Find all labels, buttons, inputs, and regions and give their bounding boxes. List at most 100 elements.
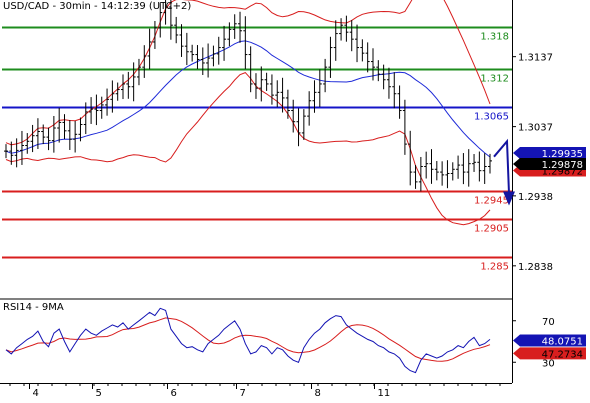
y-tick-label-2: 1.2938 <box>518 192 553 203</box>
ohlc-bar <box>434 161 439 181</box>
ohlc-bar <box>301 109 306 140</box>
moving-average-line <box>5 40 491 158</box>
ohlc-bar <box>232 14 237 39</box>
ohlc-bar <box>190 44 195 62</box>
rsi-badge-value: 48.0751 <box>542 336 583 347</box>
ohlc-bar <box>243 16 248 70</box>
level-label-3: 1.2945 <box>474 196 509 207</box>
ohlc-bar <box>46 127 51 151</box>
ohlc-bar <box>184 32 189 66</box>
ohlc-bar <box>227 22 232 47</box>
ohlc-bar <box>333 20 338 61</box>
ohlc-bar <box>62 114 67 140</box>
ohlc-bar <box>121 74 126 100</box>
ohlc-bar <box>131 62 136 102</box>
ohlc-bar <box>397 85 402 119</box>
ohlc-bar <box>392 72 397 109</box>
price-badge-last: 1.29878 <box>542 160 583 171</box>
ohlc-bar <box>381 64 386 90</box>
ohlc-bar <box>488 153 492 174</box>
ohlc-bar <box>30 124 35 153</box>
x-tick-label-0: 4 <box>33 388 39 399</box>
price-badge-last-bg <box>513 158 586 171</box>
ohlc-bar <box>147 28 152 70</box>
rsi-badge-ma: 47.2734 <box>542 349 583 360</box>
rsi-ma-line <box>5 317 491 362</box>
ohlc-bar <box>110 80 115 113</box>
y-tick-label-3: 1.2838 <box>518 262 553 273</box>
ohlc-bar <box>41 124 46 145</box>
ohlc-bar <box>312 80 317 113</box>
ohlc-bar <box>195 45 200 69</box>
ohlc-bar <box>365 42 370 73</box>
bollinger-upper-line <box>5 0 491 146</box>
level-label-0: 1.318 <box>480 32 509 43</box>
rsi-badge-value-bg <box>513 334 586 347</box>
ohlc-bar <box>200 47 205 75</box>
ohlc-bar <box>158 3 163 38</box>
ohlc-bar <box>307 91 312 126</box>
ohlc-bar <box>317 69 322 107</box>
ohlc-bar <box>25 133 30 154</box>
ohlc-bar <box>429 149 434 184</box>
ohlc-bar <box>19 130 24 165</box>
ohlc-bar <box>360 39 365 62</box>
ohlc-bar <box>461 153 466 185</box>
ohlc-bar <box>291 99 296 133</box>
ohlc-bar <box>35 118 40 149</box>
ohlc-bar <box>275 80 280 108</box>
ohlc-bar <box>472 154 477 172</box>
ohlc-bar <box>179 24 184 57</box>
ohlc-bar <box>14 138 19 168</box>
rsi-y-tick-label-0: 70 <box>542 317 555 328</box>
ohlc-bar <box>466 149 471 187</box>
price-badge-ask-bg <box>513 147 586 160</box>
ohlc-bar <box>456 155 461 179</box>
ohlc-bar <box>216 36 221 65</box>
ohlc-bar <box>142 45 147 78</box>
level-label-2: 1.3065 <box>474 112 509 123</box>
level-label-5: 1.285 <box>480 262 509 273</box>
ohlc-bar <box>9 141 14 165</box>
ohlc-bar <box>264 72 269 91</box>
ohlc-bar <box>105 88 110 116</box>
ohlc-bar <box>51 115 56 153</box>
ohlc-bar <box>339 18 344 41</box>
ohlc-bar <box>83 102 88 135</box>
ohlc-bar <box>344 15 349 42</box>
ohlc-bar <box>126 71 131 99</box>
ohlc-bar <box>413 165 418 189</box>
ohlc-bar <box>477 151 482 182</box>
ohlc-bar <box>370 48 375 81</box>
forecast-arrow-line <box>493 138 510 194</box>
price-badge-bid: 1.29872 <box>542 166 583 177</box>
ohlc-bar <box>211 45 216 67</box>
x-tick-label-5: 11 <box>378 388 391 399</box>
ohlc-bar <box>386 67 391 99</box>
ohlc-bar <box>285 89 290 119</box>
ohlc-bar <box>206 43 211 78</box>
forecast-arrow-head <box>503 191 515 206</box>
x-tick-label-2: 6 <box>171 388 177 399</box>
level-label-1: 1.312 <box>480 74 509 85</box>
ohlc-bar <box>163 0 168 25</box>
ohlc-bar <box>376 60 381 82</box>
ohlc-bar <box>248 46 253 93</box>
ohlc-bar <box>355 24 360 63</box>
ohlc-bar <box>440 161 445 186</box>
ohlc-bar <box>269 74 274 105</box>
ohlc-bar <box>222 25 227 61</box>
ohlc-bar <box>152 20 157 49</box>
x-tick-label-4: 8 <box>315 388 321 399</box>
ohlc-bar <box>238 11 243 43</box>
y-tick-label-1: 1.3037 <box>518 123 553 134</box>
ohlc-bar <box>402 99 407 155</box>
rsi-y-tick-label-1: 30 <box>542 358 555 369</box>
ohlc-bar <box>323 58 328 93</box>
ohlc-bar <box>168 0 173 40</box>
ohlc-bar <box>67 120 72 150</box>
level-label-4: 1.2905 <box>474 224 509 235</box>
ohlc-bar <box>57 107 62 143</box>
